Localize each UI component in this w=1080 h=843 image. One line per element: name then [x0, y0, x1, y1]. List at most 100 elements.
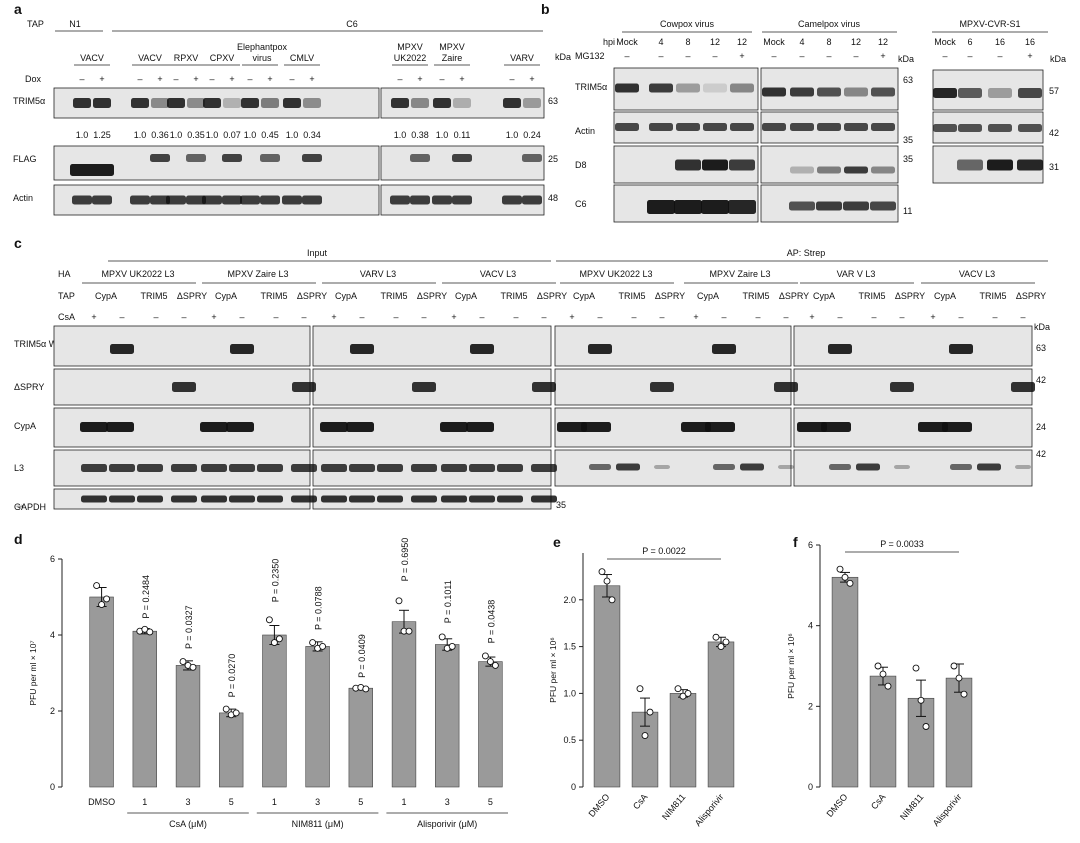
p-value-label: P = 0.0327: [184, 605, 194, 649]
d8-band: [871, 166, 895, 174]
bar: [305, 646, 330, 788]
csa-sign: +: [451, 312, 456, 322]
ha-group-label: MPXV Zaire L3: [709, 269, 770, 279]
flag-band: [70, 164, 114, 176]
actin-band: [817, 123, 841, 131]
cypa-band: [346, 422, 374, 432]
flag-band: [302, 154, 322, 162]
band-ratio: 1.0: [244, 130, 257, 140]
l3-band: [856, 463, 880, 471]
actin-band: [615, 123, 639, 131]
y-tick-label: 4: [808, 621, 813, 631]
band-ratio: 0.24: [523, 130, 541, 140]
trim5-band: [167, 98, 185, 108]
gapdh-band: [531, 495, 557, 503]
l3-band: [377, 464, 403, 472]
tap-item: CypA: [813, 291, 835, 301]
mg132-sign: –: [853, 51, 858, 61]
data-point: [912, 664, 920, 672]
kda-marker: 48: [548, 193, 558, 203]
bar: [262, 634, 287, 788]
trim5-band: [649, 83, 673, 93]
l3-band: [137, 464, 163, 472]
csa-sign: +: [331, 312, 336, 322]
x-tick-label: DMSO: [587, 792, 612, 819]
l3-band: [778, 465, 794, 469]
hpi-value: 6: [967, 37, 972, 47]
data-point: [481, 652, 489, 660]
data-point: [179, 658, 187, 666]
kda-marker: 35: [556, 500, 566, 510]
actin-band: [202, 195, 222, 205]
row-label: CypA: [14, 421, 36, 431]
dox-sign: –: [209, 74, 214, 84]
significance-label: P = 0.0022: [642, 546, 686, 556]
row-label: ΔSPRY: [14, 382, 44, 392]
virus-label: CPXV: [210, 53, 235, 63]
trim5-band: [703, 83, 727, 93]
dspry-band: [890, 382, 914, 392]
tap-group-label: C6: [346, 19, 358, 29]
group-label: Alisporivir (μM): [417, 819, 477, 829]
csa-sign: –: [181, 312, 186, 322]
mg132-label: MG132: [575, 51, 605, 61]
p-value-label: P = 0.6950: [400, 538, 410, 582]
actin-band: [166, 195, 186, 205]
data-point: [836, 565, 844, 573]
l3-band: [411, 464, 437, 472]
cypa-band: [942, 422, 972, 432]
row-label: C6: [575, 199, 587, 209]
trim5-band: [151, 98, 169, 108]
mg132-sign: –: [997, 51, 1002, 61]
row-label: TRIM5α WT: [14, 339, 63, 349]
bar: [478, 661, 503, 788]
trim5-band: [988, 88, 1012, 98]
y-tick-label: 1.0: [563, 688, 576, 698]
trim5-band: [230, 344, 254, 354]
mg132-sign: +: [739, 51, 744, 61]
data-point: [309, 639, 317, 647]
gapdh-band: [257, 495, 283, 503]
trim5-band: [261, 98, 279, 108]
data-point: [362, 685, 370, 693]
kda-marker: 11: [903, 206, 912, 216]
tap-item: CypA: [215, 291, 237, 301]
actin-band: [988, 124, 1012, 132]
bar-chart-d: 0 2 4 6 PFU per ml × 10⁷ DMSO 1 P = 0.2484 3 P = …: [28, 538, 508, 829]
l3-band: [321, 464, 347, 472]
tap-item: ΔSPRY: [537, 291, 567, 301]
actin-band: [958, 124, 982, 132]
bar: [593, 585, 621, 788]
data-point: [319, 642, 327, 650]
trim5-band: [790, 87, 814, 97]
hpi-value: 16: [1025, 37, 1035, 47]
tap-item: ΔSPRY: [895, 291, 925, 301]
actin-band: [302, 195, 322, 205]
virus-label: UK2022: [394, 53, 427, 63]
gapdh-band: [411, 495, 437, 503]
x-tick-label: NIM811: [660, 792, 687, 822]
cypa-band: [440, 422, 468, 432]
data-point: [448, 642, 456, 650]
d8-band: [790, 166, 814, 174]
data-point: [232, 709, 240, 717]
virus-label: MPXV: [397, 42, 423, 52]
virus-label: RPXV: [174, 53, 199, 63]
tap-item: CypA: [934, 291, 956, 301]
y-tick-label: 2: [50, 706, 55, 716]
y-tick-label: 0: [808, 782, 813, 792]
csa-sign: +: [91, 312, 96, 322]
data-point: [491, 661, 499, 669]
d8-band: [702, 159, 728, 171]
row-label: D8: [575, 160, 587, 170]
actin-band: [1018, 124, 1042, 132]
gapdh-band: [321, 495, 347, 503]
data-point: [275, 635, 283, 643]
hpi-value: Mock: [934, 37, 956, 47]
tap-item: ΔSPRY: [655, 291, 685, 301]
flag-band: [186, 154, 206, 162]
p-value-label: P = 0.0438: [486, 600, 496, 644]
virus-label: VARV: [510, 53, 534, 63]
l3-band: [894, 465, 910, 469]
